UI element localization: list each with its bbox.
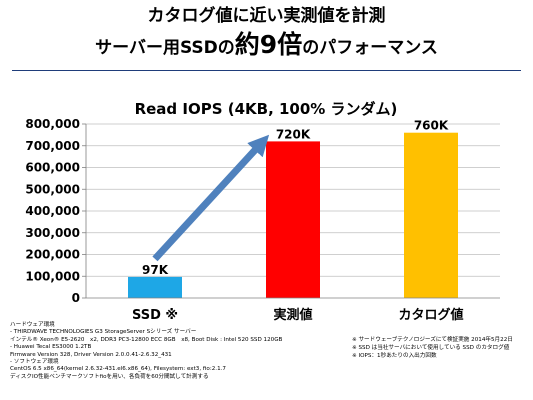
hardware-spec-line: CentOS 6.5 x86_64(kernel 2.6.32-431.el6.… — [10, 366, 226, 373]
category-label: SSD ※ — [132, 308, 178, 323]
data-label: 97K — [142, 263, 169, 277]
arrow-layer — [152, 134, 270, 262]
hardware-spec-line: - THIRDWAVE TECHNOLOGIES G3 StorageServe… — [10, 329, 197, 336]
y-tick-label: 800,000 — [25, 117, 80, 131]
headline-secondary-suffix: のパフォーマンス — [302, 38, 438, 58]
data-label: 760K — [414, 119, 449, 133]
read-iops-chart: Read IOPS (4KB, 100% ランダム) 0 100,000 200,0… — [25, 100, 500, 323]
label-layer: 97K SSD ※ 720K 実測値 760K カタログ値 — [132, 119, 464, 323]
y-tick-label: 0 — [72, 291, 80, 305]
bar-1 — [128, 276, 182, 298]
hardware-spec-line: - Huawei Tecal ES3000 1.2TB — [10, 344, 92, 351]
bar-3 — [404, 132, 458, 298]
category-label: カタログ値 — [398, 307, 463, 323]
footnote: ※ サードウェーブテクノロジーズにて検証実施 2014年5月22日 — [352, 337, 513, 343]
y-tick-label: 200,000 — [25, 248, 80, 262]
footnote: ※ SSD は当社サーバにおいて使用している SSD のカタログ値 — [352, 345, 510, 351]
category-label: 実測値 — [273, 307, 312, 323]
y-tick-label: 400,000 — [25, 204, 80, 218]
footnotes-block: ※ サードウェーブテクノロジーズにて検証実施 2014年5月22日 ※ SSD … — [352, 336, 532, 360]
hardware-spec-line: - ソフトウェア環境 — [10, 359, 59, 366]
hardware-spec-line: インテル® Xeon® E5-2620 x2, DDR3 PC3-12800 E… — [10, 336, 283, 343]
footnote: ※ IOPS：1秒あたりの入出力回数 — [352, 353, 437, 359]
y-tick-label: 600,000 — [25, 161, 80, 175]
growth-arrow — [152, 134, 270, 262]
y-tick-label: 500,000 — [25, 182, 80, 196]
hardware-spec-line: ディスクIO性能ベンチマークソフトfioを用い、各負荷を60分間試して計測する — [10, 373, 209, 380]
bar-layer — [128, 132, 458, 298]
hardware-spec-heading: ハードウェア環境 — [10, 322, 55, 328]
hardware-spec-block: ハードウェア環境 - THIRDWAVE TECHNOLOGIES G3 Sto… — [10, 322, 340, 381]
data-label: 720K — [276, 127, 311, 141]
headline-secondary-emphasis: 約9倍 — [234, 30, 303, 59]
hardware-spec-line: Firmware Version 328, Driver Version 2.0… — [10, 351, 172, 358]
headline-primary: カタログ値に近い実測値を計測 — [147, 6, 386, 26]
y-tick-label: 100,000 — [25, 269, 80, 283]
bar-2 — [266, 141, 320, 298]
y-tick-label: 700,000 — [25, 139, 80, 153]
y-tick-label: 300,000 — [25, 226, 80, 240]
axis-layer: 0 100,000 200,000 300,000 400,000 500,000 600,… — [25, 117, 500, 305]
headline-secondary-prefix: サーバー用SSDの — [95, 38, 235, 58]
headline-secondary: サーバー用SSDの約9倍のパフォーマンス — [0, 30, 533, 63]
chart-title: Read IOPS (4KB, 100% ランダム) — [135, 100, 398, 118]
header-rule — [12, 70, 521, 71]
